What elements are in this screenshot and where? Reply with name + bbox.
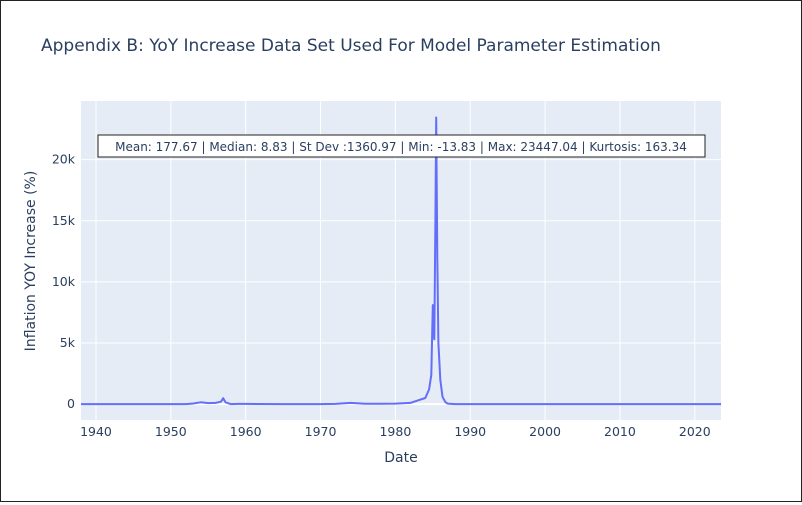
chart-title: Appendix B: YoY Increase Data Set Used F… — [41, 36, 661, 56]
x-axis-ticks: 1940 1950 1960 1970 1980 1990 2000 2010 2020 — [80, 424, 711, 439]
y-axis-title: Inflation YOY Increase (%) — [23, 171, 39, 352]
annotation-text: Mean: 177.67 | Median: 8.83 | St Dev :13… — [115, 140, 687, 154]
series-layer — [81, 116, 721, 406]
x-tick-label: 1970 — [305, 424, 337, 439]
y-tick-label: 15k — [52, 213, 76, 228]
x-tick-label: 1960 — [230, 424, 262, 439]
x-tick-label: 1980 — [379, 424, 411, 439]
x-tick-label: 1950 — [155, 424, 187, 439]
series-line — [81, 116, 721, 406]
y-tick-label: 10k — [52, 274, 76, 289]
x-tick-label: 1940 — [80, 424, 112, 439]
x-tick-label: 1990 — [454, 424, 486, 439]
y-axis-ticks: 0 5k 10k 15k 20k — [52, 152, 76, 411]
x-axis-title: Date — [384, 450, 417, 466]
y-tick-label: 5k — [60, 335, 76, 350]
annotation-box — [97, 134, 706, 158]
x-tick-label: 2010 — [604, 424, 636, 439]
x-tick-label: 2000 — [529, 424, 561, 439]
y-tick-label: 20k — [52, 152, 76, 167]
x-tick-label: 2020 — [679, 424, 711, 439]
y-tick-label: 0 — [67, 396, 75, 411]
